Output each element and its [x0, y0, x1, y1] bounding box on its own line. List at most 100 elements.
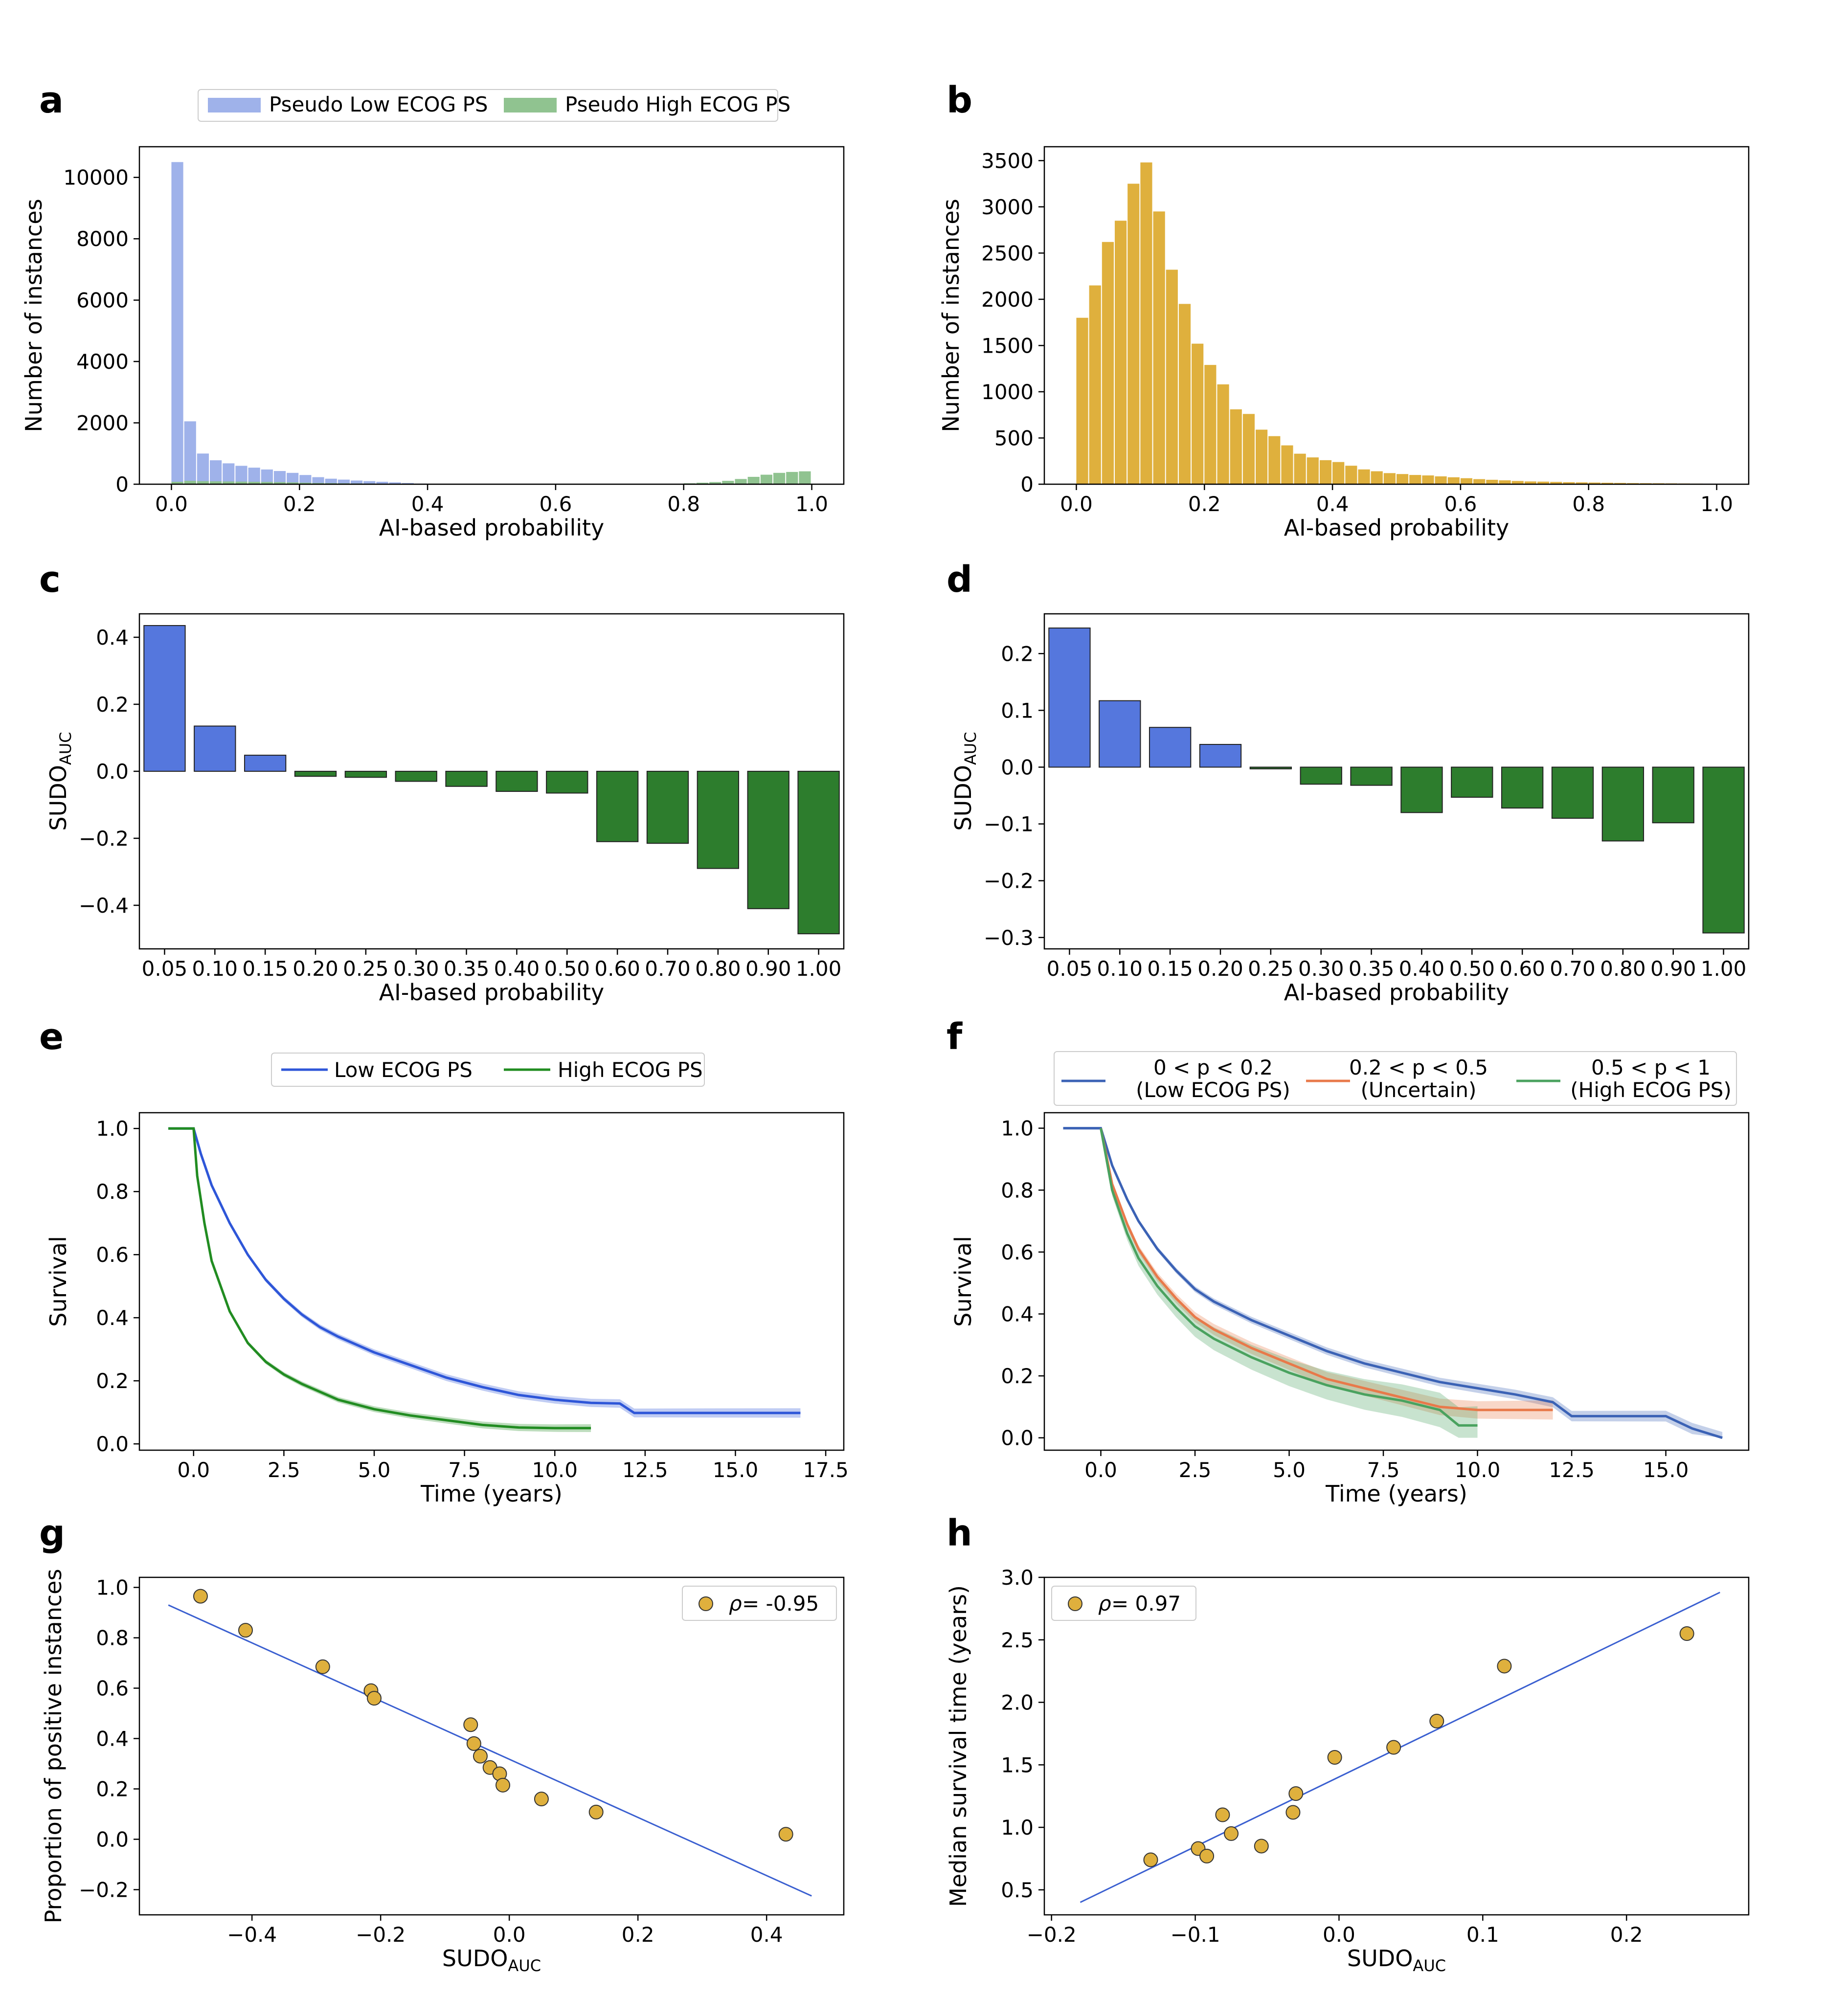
y-axis-label-a: Number of instances: [21, 199, 47, 432]
x-tick-label-b-3: 0.6: [1444, 492, 1477, 516]
y-tick-label-e-2: 0.4: [96, 1306, 129, 1330]
y-axis-label-e: Survival: [45, 1236, 71, 1326]
bar-b-10: [1204, 365, 1217, 484]
survival-curve-f-2: [1100, 1128, 1478, 1427]
panel-b: 0 500 1000 1500 2000 2500 3000 3500 0.0 0.2 0.4 0.6…: [938, 146, 1750, 541]
bar-b-19: [1319, 460, 1332, 484]
legend-value-h: = 0.97: [1111, 1592, 1181, 1616]
bar-low-ecog-7: [261, 469, 273, 484]
y-tick-label-g-6: 1.0: [96, 1576, 129, 1600]
bar-low-ecog-13: [338, 479, 350, 484]
ci-band-e-0: [168, 1128, 801, 1418]
bar-high-ecog-low-range-2: [197, 481, 209, 484]
panel-a: 0 2000 4000 6000 8000 10000 0.0 0.2 0.4 0.6 0.8 1.0…: [21, 89, 845, 541]
point-g-7: [473, 1749, 488, 1764]
legend-e: Low ECOG PS High ECOG PS: [271, 1053, 705, 1087]
x-axis-label-sub-h: AUC: [1413, 1956, 1446, 1975]
bar-b-16: [1281, 445, 1293, 484]
x-tick-label-c-13: 1.00: [796, 957, 842, 981]
legend-box-g: [682, 1586, 837, 1621]
legend-rho-h: ρ: [1098, 1592, 1111, 1616]
x-tick-label-d-3: 0.20: [1197, 957, 1243, 981]
bar-c-0.05: [143, 625, 186, 772]
x-axis-label-main-h: SUDO: [1347, 1945, 1413, 1972]
x-tick-label-c-0: 0.05: [142, 957, 188, 981]
bar-b-12: [1230, 409, 1242, 484]
x-tick-label-h-3: 0.1: [1466, 1923, 1499, 1947]
y-axis-label-g: Proportion of positive instances: [40, 1569, 67, 1924]
x-tick-label-e-2: 5.0: [358, 1458, 391, 1482]
legend-box-f: [1054, 1051, 1737, 1106]
bar-b-28: [1435, 476, 1447, 484]
point-h-8: [1327, 1750, 1342, 1765]
legend-box-a: [198, 89, 778, 122]
y-tick-label-d-4: 0.1: [1001, 698, 1034, 722]
bar-low-ecog-6: [248, 468, 260, 484]
bar-d-0.10: [1099, 700, 1141, 768]
point-h-5: [1254, 1839, 1269, 1854]
y-tick-label-b-4: 2000: [981, 288, 1034, 312]
y-tick-label-c-1: −0.2: [79, 827, 129, 851]
legend-h: ρ = 0.97: [1051, 1586, 1196, 1621]
x-axis-label-c: AI-based probability: [379, 979, 605, 1006]
y-axis-label-d: SUDOAUC: [950, 732, 980, 830]
bar-d-0.80: [1601, 766, 1645, 842]
y-tick-label-b-5: 2500: [981, 241, 1034, 265]
y-tick-label-g-2: 0.2: [96, 1777, 129, 1801]
y-tick-label-e-1: 0.2: [96, 1369, 129, 1393]
bar-low-ecog-8: [273, 471, 286, 484]
panel-label-c: c: [39, 559, 61, 601]
bar-high-ecog-9: [799, 471, 811, 484]
bar-high-ecog-low-range-8: [273, 482, 286, 484]
panel-label-d: d: [947, 559, 972, 601]
legend-g: ρ = -0.95: [682, 1586, 837, 1621]
x-tick-label-c-8: 0.50: [544, 957, 590, 981]
bar-b-5: [1140, 162, 1152, 485]
y-tick-label-d-0: −0.3: [984, 926, 1034, 950]
x-tick-label-h-1: −0.1: [1171, 1923, 1220, 1947]
x-tick-label-b-0: 0.0: [1060, 492, 1093, 516]
bar-b-24: [1383, 473, 1396, 484]
x-tick-label-d-7: 0.40: [1399, 957, 1445, 981]
x-tick-label-d-10: 0.70: [1550, 957, 1596, 981]
panel-d: −0.3 −0.2 −0.1 0.0 0.1 0.2 0.05 0.10 0.15 0.20 0.2…: [950, 613, 1750, 1006]
ci-band-e-1: [168, 1128, 591, 1432]
bar-b-2: [1102, 242, 1114, 484]
x-tick-label-d-8: 0.50: [1449, 957, 1495, 981]
survival-curve-e-0: [168, 1127, 801, 1414]
bar-b-26: [1409, 475, 1421, 484]
y-axis-label-sub-c: AUC: [56, 732, 75, 765]
bar-b-23: [1371, 471, 1383, 484]
survival-curve-e-1: [168, 1127, 591, 1430]
x-tick-label-d-1: 0.10: [1097, 957, 1143, 981]
plot-frame-a: [138, 146, 845, 485]
y-tick-label-e-4: 0.8: [96, 1180, 129, 1204]
point-g-2: [315, 1659, 330, 1674]
legend-marker-g: [699, 1596, 713, 1611]
survival-curve-f-1: [1100, 1128, 1553, 1412]
bar-b-6: [1153, 211, 1165, 485]
x-tick-label-d-9: 0.60: [1499, 957, 1545, 981]
x-tick-label-c-6: 0.35: [444, 957, 490, 981]
bar-d-0.20: [1199, 744, 1242, 768]
bar-b-9: [1192, 343, 1204, 484]
y-tick-label-a-2: 4000: [76, 350, 129, 374]
point-h-3: [1215, 1807, 1230, 1822]
point-g-10: [496, 1777, 511, 1793]
legend-swatch-high: [504, 98, 557, 112]
point-h-7: [1288, 1786, 1304, 1801]
bar-low-ecog-12: [325, 478, 337, 484]
bar-b-32: [1486, 479, 1498, 484]
y-tick-label-e-3: 0.6: [96, 1243, 129, 1267]
bar-high-ecog-4: [735, 479, 747, 484]
legend-swatch-low: [208, 98, 261, 112]
bar-low-ecog-1: [184, 421, 196, 484]
x-tick-label-c-7: 0.40: [494, 957, 540, 981]
y-tick-label-g-1: 0.0: [96, 1828, 129, 1852]
x-tick-label-e-6: 15.0: [713, 1458, 759, 1482]
bar-b-25: [1397, 474, 1409, 484]
point-h-2: [1199, 1848, 1215, 1863]
y-axis-label-main-c: SUDO: [45, 765, 71, 831]
y-tick-label-f-5: 1.0: [1001, 1117, 1034, 1141]
x-tick-label-b-1: 0.2: [1188, 492, 1221, 516]
